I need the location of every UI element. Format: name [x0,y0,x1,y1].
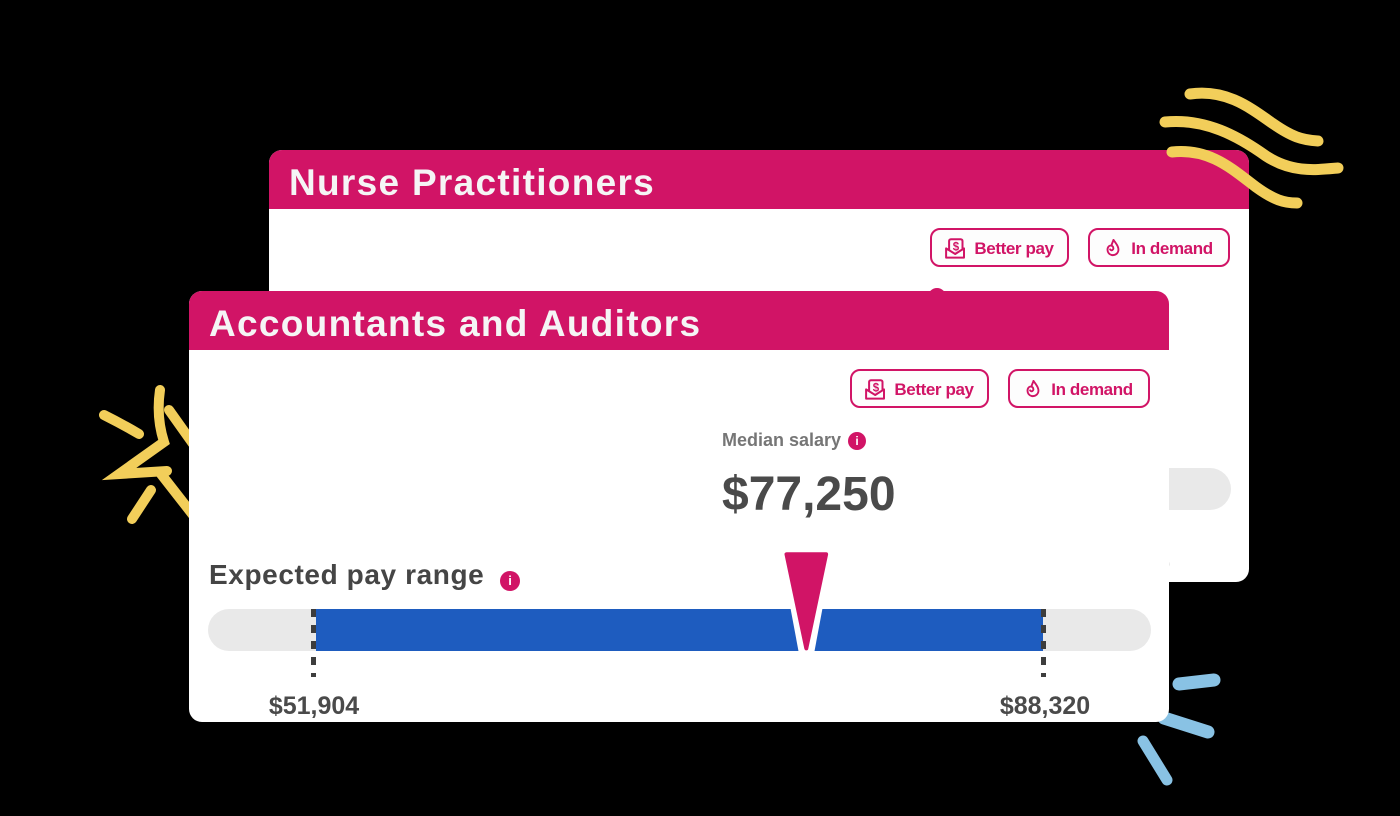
svg-text:$: $ [953,242,960,254]
svg-text:$: $ [873,383,880,395]
